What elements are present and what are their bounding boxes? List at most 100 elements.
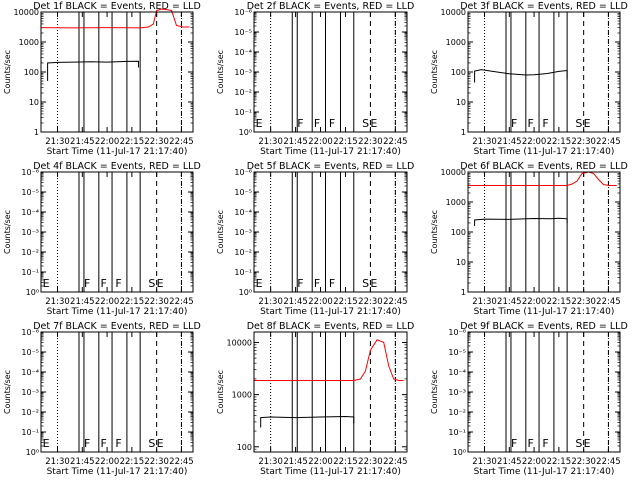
series-line-events bbox=[47, 60, 139, 81]
y-axis-label: Counts/sec bbox=[216, 210, 225, 254]
panel-title: Det 5f BLACK = Events, RED = LLD bbox=[247, 161, 415, 172]
y-tick-label: 10⁻² bbox=[234, 248, 252, 257]
x-axis-label: Start Time (11-Jul-17 21:17:40) bbox=[474, 467, 615, 477]
detector-panel-5: Det 5f BLACK = Events, RED = LLD Counts/s… bbox=[216, 161, 414, 317]
flag-label: F bbox=[115, 437, 121, 450]
x-tick-label: 22:15 bbox=[333, 297, 358, 307]
x-axis-label: Start Time (11-Jul-17 21:17:40) bbox=[260, 467, 401, 477]
flag-label: E bbox=[43, 437, 50, 450]
y-tick-label: 10⁻⁴ bbox=[448, 368, 466, 377]
flag-label: E bbox=[157, 277, 164, 290]
x-tick-label: 22:30 bbox=[571, 297, 596, 307]
x-tick-label: 21:30 bbox=[258, 297, 283, 307]
x-tick-label: 22:00 bbox=[95, 137, 120, 147]
y-tick-label: 1000 bbox=[446, 198, 466, 207]
x-tick-label: 22:15 bbox=[120, 297, 145, 307]
y-tick-label: 10⁻⁵ bbox=[234, 28, 252, 37]
y-tick-label: 10⁻⁶ bbox=[234, 8, 252, 17]
y-tick-label: 10⁻⁵ bbox=[234, 188, 252, 197]
flag-label: S bbox=[575, 437, 582, 450]
y-tick-label: 10⁻¹ bbox=[21, 268, 39, 277]
y-tick-label: 10⁰ bbox=[26, 448, 39, 457]
x-tick-label: 22:45 bbox=[596, 137, 621, 147]
x-tick-label: 22:45 bbox=[383, 457, 408, 467]
plot-frame bbox=[40, 11, 194, 133]
y-tick-label: 100 bbox=[451, 228, 466, 237]
x-tick-label: 22:45 bbox=[383, 137, 408, 147]
y-tick-label: 10000 bbox=[441, 8, 466, 17]
y-tick-label: 10⁻⁴ bbox=[234, 208, 252, 217]
panel-title: Det 6f BLACK = Events, RED = LLD bbox=[460, 161, 628, 172]
x-tick-label: 22:00 bbox=[522, 137, 547, 147]
flag-label: E bbox=[584, 117, 591, 130]
series-line-events bbox=[474, 217, 568, 226]
x-tick-label: 21:30 bbox=[258, 137, 283, 147]
flag-label: E bbox=[584, 437, 591, 450]
flag-label: S bbox=[362, 277, 369, 290]
y-tick-label: 10⁰ bbox=[453, 448, 466, 457]
plot-frame bbox=[40, 331, 194, 453]
x-tick-label: 22:45 bbox=[596, 297, 621, 307]
x-tick-label: 22:30 bbox=[144, 457, 169, 467]
x-tick-label: 22:45 bbox=[596, 457, 621, 467]
series-line-lld bbox=[254, 339, 404, 381]
plot-frame bbox=[253, 171, 408, 293]
flag-label: F bbox=[511, 437, 517, 450]
panel-title: Det 3f BLACK = Events, RED = LLD bbox=[460, 1, 628, 12]
y-tick-label: 100 bbox=[451, 68, 466, 77]
y-tick-label: 10⁻³ bbox=[21, 228, 39, 237]
x-tick-label: 21:30 bbox=[472, 457, 497, 467]
y-tick-label: 1000 bbox=[446, 38, 466, 47]
y-tick-label: 10⁻³ bbox=[21, 388, 39, 397]
x-tick-label: 22:30 bbox=[358, 137, 383, 147]
y-tick-label: 10⁻⁵ bbox=[448, 348, 466, 357]
x-axis-label: Start Time (11-Jul-17 21:17:40) bbox=[47, 467, 188, 477]
x-tick-label: 22:00 bbox=[308, 457, 333, 467]
x-tick-label: 22:30 bbox=[144, 297, 169, 307]
x-tick-label: 22:15 bbox=[120, 457, 145, 467]
plot-frame bbox=[467, 331, 621, 453]
y-tick-label: 10⁻³ bbox=[234, 68, 252, 77]
flag-label: F bbox=[511, 117, 517, 130]
x-tick-label: 21:45 bbox=[70, 457, 95, 467]
y-tick-label: 10000 bbox=[441, 168, 466, 177]
x-axis-label: Start Time (11-Jul-17 21:17:40) bbox=[47, 147, 188, 157]
x-tick-label: 22:30 bbox=[358, 297, 383, 307]
flag-label: F bbox=[100, 277, 106, 290]
flag-label: F bbox=[329, 117, 335, 130]
flag-label: S bbox=[148, 277, 155, 290]
y-tick-label: 10 bbox=[456, 98, 466, 107]
y-tick-label: 10⁻⁴ bbox=[21, 368, 39, 377]
y-tick-label: 1 bbox=[461, 128, 466, 137]
flag-label: E bbox=[43, 277, 50, 290]
detector-panel-3: Det 3f BLACK = Events, RED = LLD Counts/s… bbox=[430, 1, 628, 157]
y-tick-label: 10⁰ bbox=[239, 288, 252, 297]
flag-label: F bbox=[314, 117, 320, 130]
flag-label: F bbox=[115, 277, 121, 290]
x-axis-label: Start Time (11-Jul-17 21:17:40) bbox=[260, 147, 401, 157]
x-tick-label: 22:45 bbox=[169, 137, 194, 147]
y-axis-label: Counts/sec bbox=[3, 210, 12, 254]
y-tick-label: 10⁻⁵ bbox=[21, 348, 39, 357]
x-tick-label: 21:45 bbox=[283, 457, 308, 467]
x-tick-label: 22:15 bbox=[333, 457, 358, 467]
flag-label: E bbox=[370, 277, 377, 290]
x-tick-label: 21:45 bbox=[70, 297, 95, 307]
y-tick-label: 10000 bbox=[227, 338, 252, 347]
x-tick-label: 22:30 bbox=[571, 137, 596, 147]
flag-label: F bbox=[542, 437, 548, 450]
flag-label: S bbox=[148, 437, 155, 450]
flag-label: E bbox=[157, 437, 164, 450]
x-tick-label: 21:30 bbox=[472, 297, 497, 307]
y-axis-label: Counts/sec bbox=[430, 370, 439, 414]
x-tick-label: 21:45 bbox=[497, 137, 522, 147]
y-tick-label: 10⁻⁴ bbox=[21, 208, 39, 217]
y-tick-label: 1000 bbox=[232, 391, 252, 400]
detector-panel-6: Det 6f BLACK = Events, RED = LLD Counts/s… bbox=[430, 161, 628, 317]
y-tick-label: 10⁻² bbox=[448, 408, 466, 417]
x-tick-label: 21:30 bbox=[258, 457, 283, 467]
y-axis-label: Counts/sec bbox=[216, 370, 225, 414]
flag-label: F bbox=[314, 277, 320, 290]
x-tick-label: 22:15 bbox=[120, 137, 145, 147]
